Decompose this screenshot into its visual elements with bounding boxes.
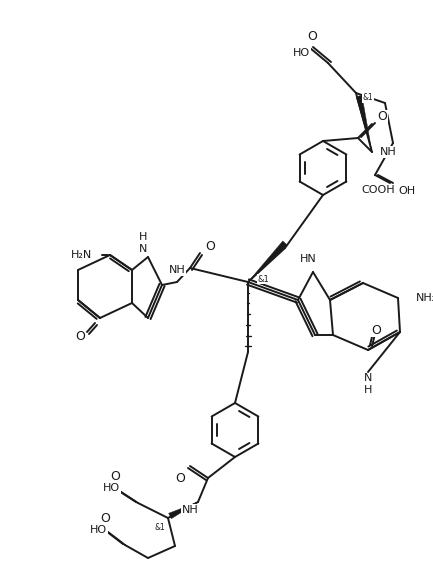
Text: HN: HN [300,254,317,264]
Text: NH₂: NH₂ [416,293,433,303]
Text: O: O [110,471,120,483]
Polygon shape [169,502,198,518]
Text: O: O [75,329,85,343]
Polygon shape [248,241,287,282]
Text: O: O [371,324,381,336]
Text: NH: NH [181,505,198,515]
Text: O: O [307,29,317,43]
Text: H
N: H N [139,232,147,254]
Text: NH: NH [380,147,397,157]
Text: &1: &1 [257,275,269,283]
Text: HO: HO [293,48,310,58]
Text: O: O [377,111,387,123]
Text: HO: HO [90,525,107,535]
Text: COOH: COOH [361,185,395,195]
Text: O: O [175,472,185,486]
Text: HO: HO [103,483,120,493]
Polygon shape [356,95,372,152]
Text: H₂N: H₂N [71,250,92,260]
Text: N
H: N H [364,373,372,395]
Text: O: O [205,240,215,252]
Text: &1: &1 [155,524,165,532]
Text: OH: OH [398,186,415,196]
Text: O: O [100,513,110,525]
Text: NH: NH [168,265,185,275]
Text: &1: &1 [362,93,373,103]
